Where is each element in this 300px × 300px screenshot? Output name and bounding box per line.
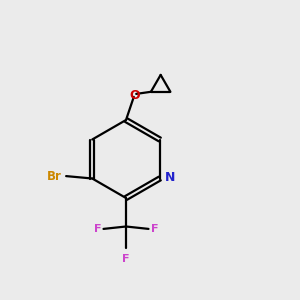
Text: N: N [165,171,176,184]
Text: O: O [129,89,140,102]
Text: Br: Br [47,169,62,183]
Text: F: F [151,224,158,234]
Text: F: F [94,224,101,234]
Text: F: F [122,254,130,263]
